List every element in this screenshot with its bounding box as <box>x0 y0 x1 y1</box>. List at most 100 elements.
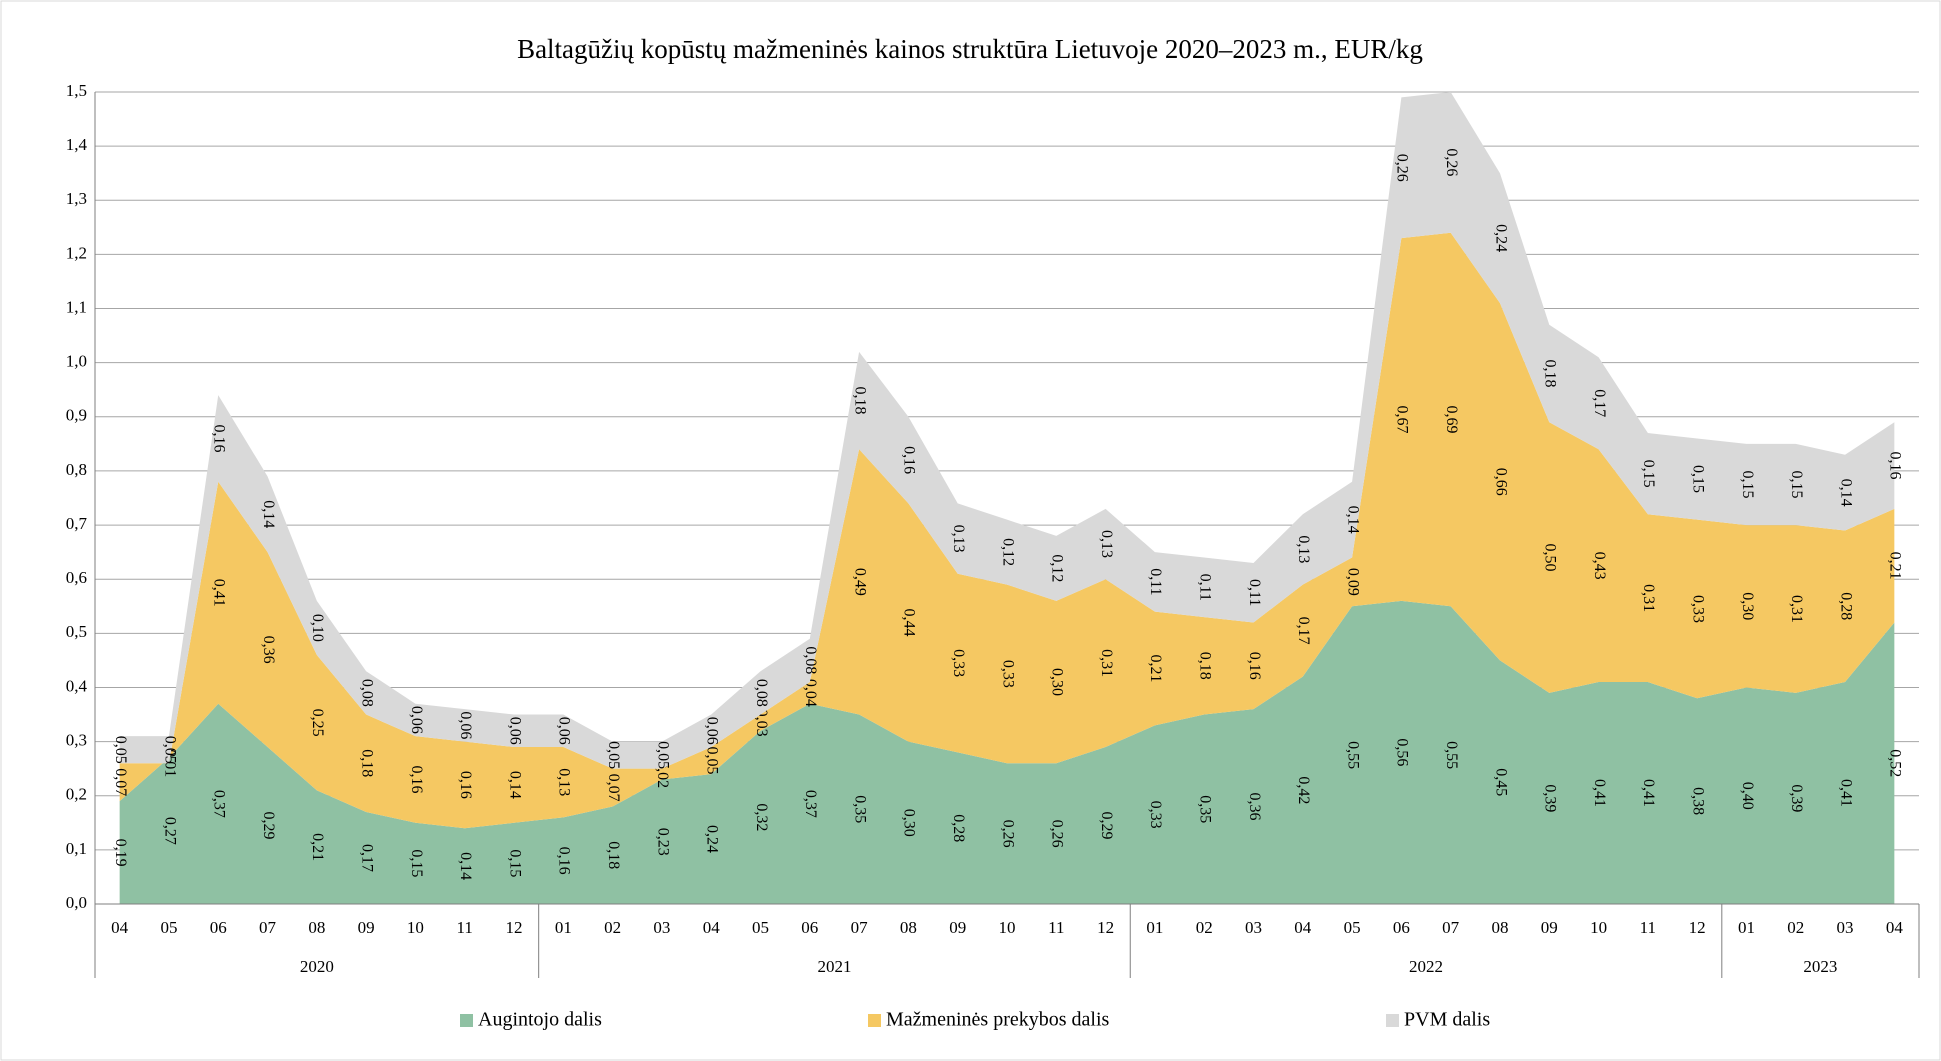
data-label: 0,18 <box>1542 359 1559 387</box>
data-label: 0,17 <box>1591 389 1608 417</box>
data-label: 0,27 <box>161 817 178 845</box>
data-label: 0,45 <box>1492 768 1509 796</box>
legend-label: Mažmeninės prekybos dalis <box>886 1009 1109 1031</box>
x-tick-label: 03 <box>1245 918 1262 937</box>
data-label: 0,56 <box>1394 738 1411 766</box>
data-label: 0,06 <box>457 711 474 739</box>
data-label: 0,15 <box>506 849 523 877</box>
data-label: 0,18 <box>358 749 375 777</box>
data-label: 0,04 <box>802 679 819 707</box>
x-tick-label: 04 <box>1294 918 1312 937</box>
x-tick-label: 11 <box>457 918 473 937</box>
y-tick-label: 1,3 <box>66 189 87 208</box>
x-tick-label: 01 <box>555 918 572 937</box>
data-label: 0,14 <box>1837 479 1854 507</box>
data-label: 0,12 <box>1049 554 1066 582</box>
x-tick-label: 09 <box>1541 918 1558 937</box>
data-label: 0,35 <box>1197 795 1214 823</box>
data-label: 0,33 <box>1147 801 1164 829</box>
data-label: 0,18 <box>605 841 622 869</box>
chart-title: Baltagūžių kopūstų mažmeninės kainos str… <box>517 34 1423 64</box>
data-label: 0,50 <box>1542 544 1559 572</box>
data-label: 0,35 <box>851 795 868 823</box>
x-tick-label: 02 <box>604 918 621 937</box>
data-label: 0,41 <box>211 579 228 607</box>
data-label: 0,29 <box>1098 812 1115 840</box>
data-label: 0,26 <box>1394 154 1411 182</box>
year-label: 2020 <box>300 957 334 976</box>
x-tick-label: 05 <box>1344 918 1361 937</box>
data-label: 0,09 <box>1344 568 1361 596</box>
area <box>119 600 1895 904</box>
x-tick-label: 06 <box>801 918 818 937</box>
data-label: 0,69 <box>1443 406 1460 434</box>
data-label: 0,21 <box>309 833 326 861</box>
data-label: 0,39 <box>1542 784 1559 812</box>
data-label: 0,15 <box>408 849 425 877</box>
data-label: 0,16 <box>211 424 228 452</box>
data-label: 0,66 <box>1492 468 1509 496</box>
data-label: 0,18 <box>851 387 868 415</box>
data-label: 0,14 <box>260 500 277 528</box>
data-label: 0,28 <box>950 814 967 842</box>
data-label: 0,37 <box>802 790 819 818</box>
x-tick-label: 01 <box>1146 918 1163 937</box>
data-label: 0,21 <box>1147 655 1164 683</box>
data-label: 0,21 <box>1887 552 1904 580</box>
data-label: 0,05 <box>605 741 622 769</box>
legend-swatch <box>868 1014 881 1027</box>
y-tick-label: 1,0 <box>66 352 87 371</box>
x-tick-label: 05 <box>160 918 177 937</box>
data-label: 0,06 <box>506 717 523 745</box>
data-label: 0,40 <box>1739 782 1756 810</box>
data-label: 0,08 <box>802 646 819 674</box>
x-tick-label: 12 <box>1689 918 1706 937</box>
data-label: 0,19 <box>112 839 129 867</box>
data-label: 0,55 <box>1344 741 1361 769</box>
data-label: 0,14 <box>506 771 523 799</box>
data-label: 0,52 <box>1887 749 1904 777</box>
data-label: 0,18 <box>1197 652 1214 680</box>
data-label: 0,30 <box>1739 592 1756 620</box>
y-tick-label: 0,2 <box>66 785 87 804</box>
x-tick-label: 04 <box>1886 918 1904 937</box>
data-label: 0,39 <box>1788 784 1805 812</box>
data-label: 0,08 <box>753 679 770 707</box>
data-label: 0,15 <box>1689 465 1706 493</box>
data-label: 0,05 <box>704 747 721 775</box>
x-tick-label: 05 <box>752 918 769 937</box>
data-label: 0,43 <box>1591 552 1608 580</box>
data-label: 0,15 <box>1739 470 1756 498</box>
y-tick-label: 0,9 <box>66 406 87 425</box>
data-label: 0,16 <box>556 847 573 875</box>
data-label: 0,16 <box>1246 652 1263 680</box>
x-tick-label: 03 <box>1837 918 1854 937</box>
data-label: 0,33 <box>999 660 1016 688</box>
x-tick-label: 11 <box>1048 918 1064 937</box>
y-tick-label: 0,3 <box>66 731 87 750</box>
data-label: 0,17 <box>1295 617 1312 645</box>
data-label: 0,16 <box>901 446 918 474</box>
data-label: 0,13 <box>556 768 573 796</box>
x-tick-label: 10 <box>999 918 1016 937</box>
x-tick-label: 07 <box>851 918 869 937</box>
data-label: 0,31 <box>1788 595 1805 623</box>
data-label: 0,36 <box>260 636 277 664</box>
data-label: 0,28 <box>1837 592 1854 620</box>
y-tick-label: 0,7 <box>66 514 88 533</box>
data-label: 0,14 <box>1344 506 1361 534</box>
data-label: 0,25 <box>309 709 326 737</box>
data-label: 0,12 <box>999 538 1016 566</box>
data-label: 0,36 <box>1246 793 1263 821</box>
y-tick-label: 0,0 <box>66 893 87 912</box>
data-label: 0,06 <box>556 717 573 745</box>
x-tick-label: 09 <box>949 918 966 937</box>
x-tick-label: 08 <box>1491 918 1508 937</box>
data-label: 0,41 <box>1640 779 1657 807</box>
year-label: 2022 <box>1409 957 1443 976</box>
data-label: 0,26 <box>999 820 1016 848</box>
legend-swatch <box>460 1014 473 1027</box>
x-tick-label: 07 <box>259 918 277 937</box>
data-label: 0,17 <box>358 844 375 872</box>
